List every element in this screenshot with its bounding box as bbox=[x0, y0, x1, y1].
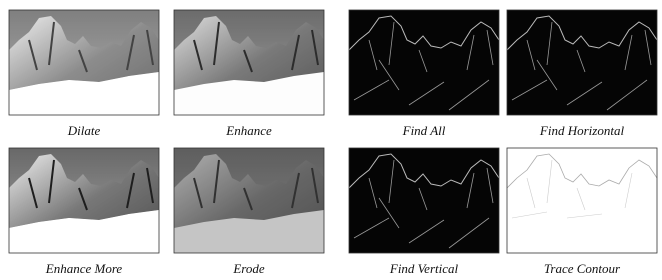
image-panel bbox=[507, 10, 657, 115]
filtered-image bbox=[174, 10, 324, 115]
filtered-image bbox=[507, 10, 657, 115]
filtered-image bbox=[9, 10, 159, 115]
filtered-image bbox=[349, 148, 499, 253]
caption: Enhance bbox=[225, 123, 272, 138]
image-panel bbox=[9, 10, 159, 115]
image-panel bbox=[174, 148, 324, 253]
caption: Enhance More bbox=[45, 261, 123, 276]
image-panel bbox=[174, 10, 324, 115]
caption: Find Vertical bbox=[389, 261, 459, 276]
caption: Find Horizontal bbox=[539, 123, 625, 138]
image-panel bbox=[349, 10, 499, 115]
image-panel bbox=[507, 148, 657, 253]
figure: Dilate Enhance Find All Find Horizontal Enha… bbox=[0, 0, 662, 280]
filtered-image bbox=[174, 148, 324, 253]
image-panel bbox=[349, 148, 499, 253]
caption: Erode bbox=[232, 261, 265, 276]
filtered-image bbox=[9, 148, 159, 253]
filtered-image bbox=[349, 10, 499, 115]
caption: Find All bbox=[402, 123, 446, 138]
image-panel bbox=[9, 148, 159, 253]
caption: Dilate bbox=[67, 123, 101, 138]
filtered-image bbox=[507, 148, 657, 253]
caption: Trace Contour bbox=[544, 261, 621, 276]
